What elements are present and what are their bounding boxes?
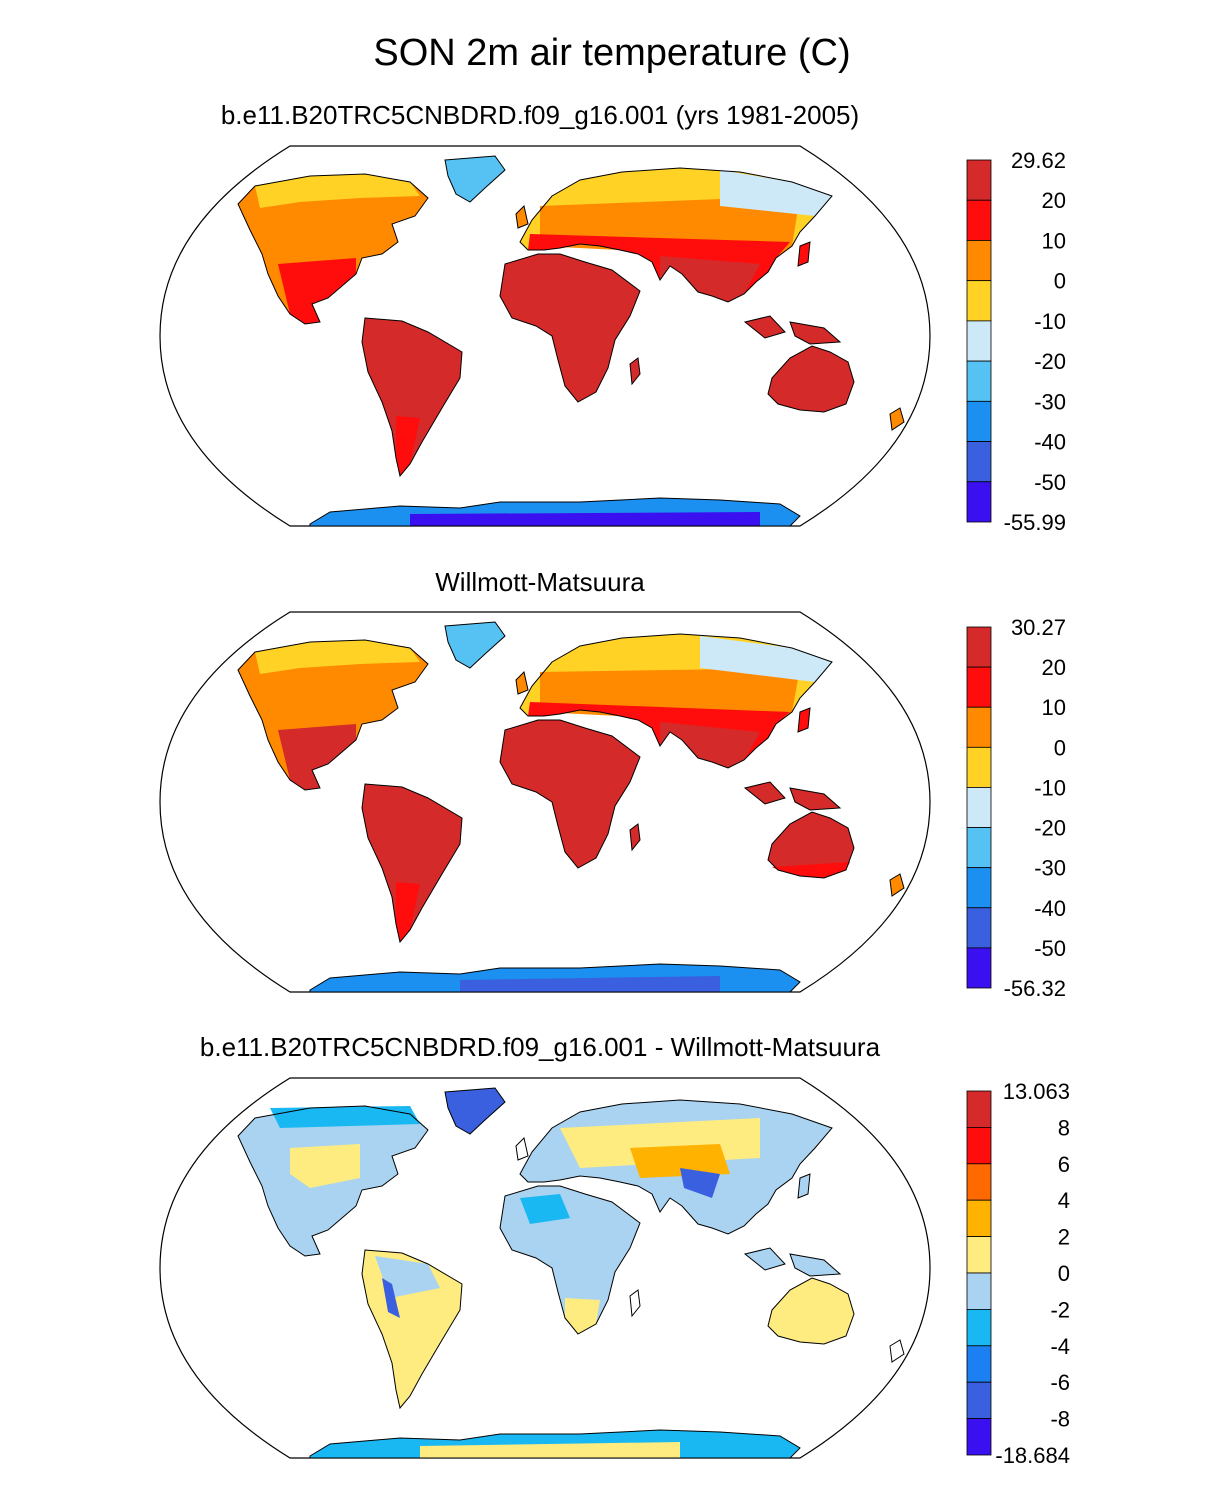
colorbar-swatch	[966, 1272, 992, 1310]
colorbar-tick-label: -50	[1034, 470, 1066, 495]
colorbar-tick-label: -6	[1050, 1370, 1070, 1395]
colorbar-swatch	[966, 1127, 992, 1165]
panel-3-title: b.e11.B20TRC5CNBDRD.f09_g16.001 - Willmo…	[199, 1032, 881, 1062]
colorbar-swatch	[966, 666, 992, 708]
colorbar-tick-label: -18.684	[995, 1443, 1070, 1468]
colorbar-tick-label: -40	[1034, 896, 1066, 921]
colorbar-tick-label: 6	[1058, 1152, 1070, 1177]
colorbar-swatch	[966, 1163, 992, 1201]
colorbar-tick-label: 2	[1058, 1225, 1070, 1250]
panel-3-map	[159, 1077, 931, 1459]
panel-3-colorbar: 13.063 8 6 4 2 0 -2 -4 -6 -8 -18.684	[966, 1079, 1070, 1468]
colorbar-tick-label: -10	[1034, 309, 1066, 334]
colorbar-swatch	[966, 867, 992, 909]
colorbar-swatch	[966, 360, 992, 402]
colorbar-tick-label: 10	[1042, 228, 1066, 253]
colorbar-swatch	[966, 441, 992, 483]
land-shading	[238, 156, 904, 526]
colorbar-swatch	[966, 199, 992, 241]
figure-title: SON 2m air temperature (C)	[373, 32, 851, 74]
colorbar-swatch	[966, 1418, 992, 1456]
colorbar-swatch	[966, 240, 992, 282]
colorbar-tick-label: 0	[1054, 735, 1066, 760]
colorbar-tick-label: -56.32	[1004, 976, 1066, 1001]
colorbar-tick-label: -55.99	[1004, 510, 1066, 535]
colorbar-tick-label: -40	[1034, 430, 1066, 455]
colorbar-swatch	[966, 626, 992, 668]
colorbar-tick-label: 13.063	[1003, 1079, 1070, 1104]
colorbar-tick-label: 4	[1058, 1188, 1070, 1213]
colorbar-swatch	[966, 746, 992, 788]
colorbar-swatch	[966, 1309, 992, 1347]
colorbar-swatch	[966, 280, 992, 322]
colorbar-swatch	[966, 400, 992, 442]
land-shading	[238, 622, 904, 992]
colorbar-swatch	[966, 907, 992, 949]
colorbar-swatch	[966, 159, 992, 201]
colorbar-swatch	[966, 706, 992, 748]
colorbar-tick-label: 0	[1054, 269, 1066, 294]
colorbar-tick-label: 20	[1042, 188, 1066, 213]
colorbar-swatch	[966, 481, 992, 523]
colorbar-swatch	[966, 1090, 992, 1128]
colorbar-tick-label: -30	[1034, 856, 1066, 881]
panel-2-colorbar: 30.27 20 10 0 -10 -20 -30 -40 -50 -56.32	[966, 615, 1066, 1001]
panel-1-map	[159, 145, 931, 527]
colorbar-swatch	[966, 320, 992, 362]
colorbar-swatch	[966, 1236, 992, 1274]
colorbar-tick-label: 10	[1042, 695, 1066, 720]
panel-1-colorbar: 29.62 20 10 0 -10 -20 -30 -40 -50 -55.99	[966, 148, 1066, 535]
colorbar-swatch	[966, 827, 992, 869]
colorbar-tick-label: 20	[1042, 655, 1066, 680]
colorbar-tick-label: -50	[1034, 936, 1066, 961]
panel-2-map	[159, 611, 931, 993]
panel-1-title: b.e11.B20TRC5CNBDRD.f09_g16.001 (yrs 198…	[220, 100, 860, 130]
colorbar-tick-label: -2	[1050, 1297, 1070, 1322]
colorbar-swatch	[966, 1381, 992, 1419]
colorbar-tick-label: -8	[1050, 1407, 1070, 1432]
colorbar-tick-label: -20	[1034, 349, 1066, 374]
colorbar-tick-label: 8	[1058, 1115, 1070, 1140]
colorbar-tick-label: -30	[1034, 389, 1066, 414]
colorbar-swatch	[966, 787, 992, 828]
colorbar-tick-label: -20	[1034, 816, 1066, 841]
colorbar-tick-label: 30.27	[1011, 615, 1066, 640]
colorbar-swatch	[966, 947, 992, 989]
colorbar-tick-label: 0	[1058, 1261, 1070, 1286]
colorbar-tick-label: -4	[1050, 1334, 1070, 1359]
land-shading	[238, 1088, 854, 1458]
panel-2-title: Willmott-Matsuura	[435, 567, 645, 597]
colorbar-tick-label: -10	[1034, 775, 1066, 800]
colorbar-swatch	[966, 1199, 992, 1237]
colorbar-tick-label: 29.62	[1011, 148, 1066, 173]
colorbar-swatch	[966, 1345, 992, 1383]
